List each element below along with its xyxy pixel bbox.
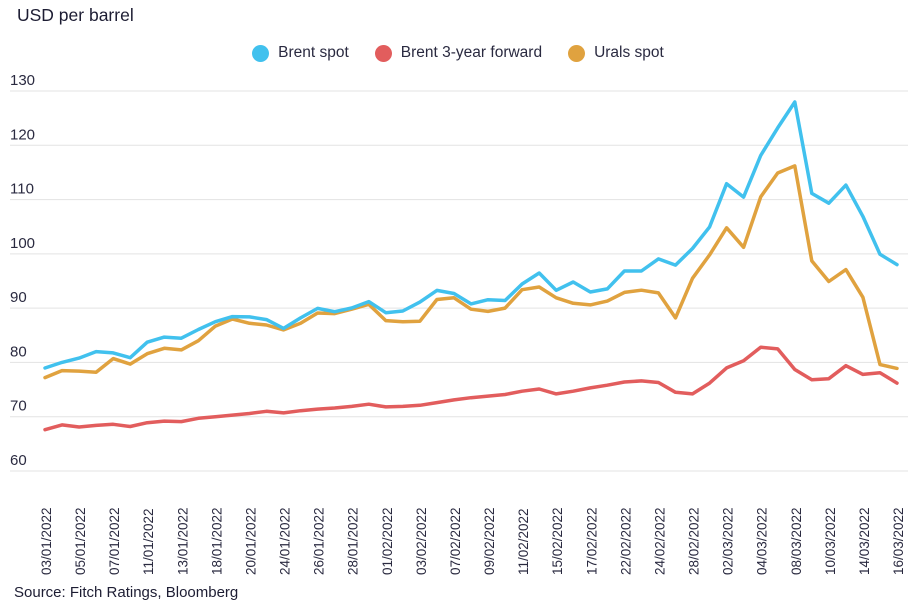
legend-swatch-brent-3y-forward xyxy=(374,44,392,62)
legend-label-brent-spot: Brent spot xyxy=(278,44,349,61)
y-tick-label: 120 xyxy=(10,126,35,143)
x-tick-label: 03/02/2022 xyxy=(414,507,429,575)
x-tick-label: 22/02/2022 xyxy=(618,507,633,575)
x-tick-label: 24/01/2022 xyxy=(278,507,293,575)
chart-title: USD per barrel xyxy=(17,5,134,25)
x-tick-label: 11/01/2022 xyxy=(141,508,156,575)
legend-item-brent-spot[interactable]: Brent spot xyxy=(252,44,349,62)
x-tick-label: 24/02/2022 xyxy=(652,507,667,575)
x-tick-label: 07/02/2022 xyxy=(448,507,463,575)
legend-swatch-urals-spot xyxy=(568,44,586,62)
legend-item-brent-3y-forward[interactable]: Brent 3-year forward xyxy=(374,44,543,62)
source-note: Source: Fitch Ratings, Bloomberg xyxy=(14,584,239,601)
y-tick-label: 70 xyxy=(10,398,27,415)
y-tick-label: 130 xyxy=(10,72,35,89)
x-tick-label: 04/03/2022 xyxy=(755,507,770,575)
x-tick-label: 26/01/2022 xyxy=(312,507,327,575)
x-tick-label: 08/03/2022 xyxy=(789,507,804,575)
x-tick-label: 20/01/2022 xyxy=(244,507,259,575)
chart-legend: Brent spot Brent 3-year forward Urals sp… xyxy=(0,44,916,62)
x-tick-label: 28/02/2022 xyxy=(687,507,702,575)
y-tick-label: 90 xyxy=(10,289,27,306)
y-tick-label: 110 xyxy=(10,181,34,198)
x-tick-label: 28/01/2022 xyxy=(346,507,361,575)
x-tick-label: 11/02/2022 xyxy=(516,508,531,575)
x-tick-label: 10/03/2022 xyxy=(823,507,838,575)
x-tick-label: 18/01/2022 xyxy=(209,507,224,575)
x-tick-label: 13/01/2022 xyxy=(175,507,190,575)
x-tick-label: 17/02/2022 xyxy=(584,507,599,575)
legend-swatch-brent-spot xyxy=(252,44,270,62)
brent-3y-forward-line xyxy=(43,345,899,432)
x-tick-label: 14/03/2022 xyxy=(857,507,872,575)
x-tick-label: 15/02/2022 xyxy=(550,507,565,575)
y-tick-label: 60 xyxy=(10,452,27,469)
y-tick-label: 100 xyxy=(10,235,35,252)
x-tick-label: 01/02/2022 xyxy=(380,507,395,575)
x-tick-label: 16/03/2022 xyxy=(891,507,906,575)
urals-spot-line xyxy=(43,164,899,380)
x-tick-label: 02/03/2022 xyxy=(721,507,736,575)
brent-spot-line xyxy=(43,100,899,370)
x-tick-label: 03/01/2022 xyxy=(39,507,54,575)
legend-label-brent-3y-forward: Brent 3-year forward xyxy=(400,44,543,61)
x-tick-label: 07/01/2022 xyxy=(107,507,122,575)
legend-label-urals-spot: Urals spot xyxy=(594,44,664,61)
legend-item-urals-spot[interactable]: Urals spot xyxy=(568,44,664,62)
x-tick-label: 05/01/2022 xyxy=(73,507,88,575)
x-tick-label: 09/02/2022 xyxy=(482,507,497,575)
y-tick-label: 80 xyxy=(10,343,27,360)
